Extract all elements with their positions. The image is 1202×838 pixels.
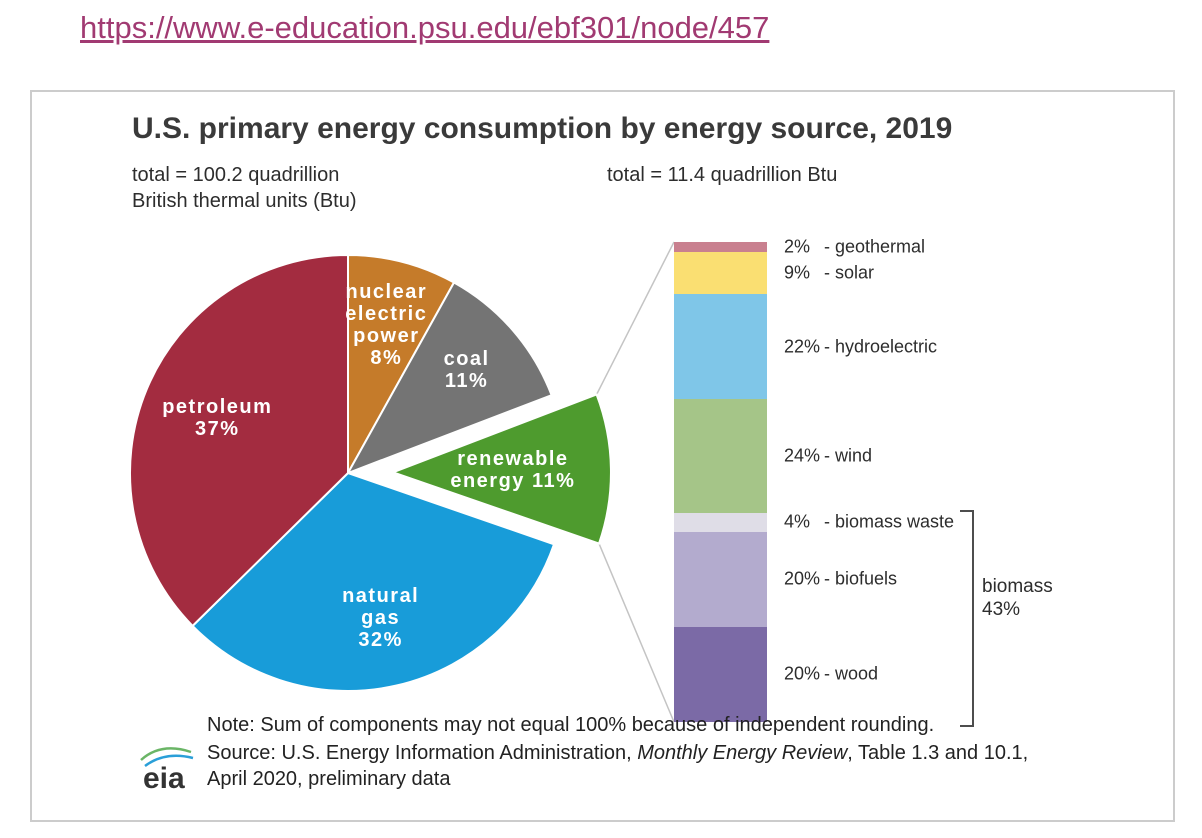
pie-slice-nuclear-electric-power	[347, 253, 456, 477]
source-line1: Source: U.S. Energy Information Administ…	[207, 740, 1028, 766]
pie-total-line2: British thermal units (Btu)	[132, 190, 357, 212]
connector-line-top	[595, 241, 675, 395]
page-url-link[interactable]: https://www.e-education.psu.edu/ebf301/n…	[80, 10, 770, 45]
eia-logo-swoosh-green	[140, 747, 192, 761]
source-line2: April 2020, preliminary data	[207, 768, 451, 790]
pie-slice-renewable-energy	[390, 393, 612, 545]
figure-container: U.S. primary energy consumption by energ…	[30, 90, 1175, 822]
source-suffix: , Table 1.3 and 10.1,	[847, 742, 1029, 764]
eia-logo-icon: eia	[140, 747, 194, 795]
pie-chart-canvas	[128, 241, 675, 723]
pie-slice-natural-gas	[191, 471, 556, 692]
figure-note: Note: Sum of components may not equal 10…	[207, 714, 935, 736]
source-prefix: Source: U.S. Energy Information Administ…	[207, 742, 638, 764]
connector-line-bottom	[598, 543, 675, 723]
source-publication: Monthly Energy Review	[637, 742, 848, 764]
pie-slice-coal	[345, 281, 553, 475]
figure-title: U.S. primary energy consumption by energ…	[132, 112, 953, 145]
eia-logo-text: eia	[143, 762, 185, 794]
bar-total-label: total = 11.4 quadrillion Btu	[607, 164, 838, 186]
pie-total-line1: total = 100.2 quadrillion	[132, 164, 340, 186]
eia-logo-swoosh-blue	[144, 754, 194, 768]
pie-slice-petroleum	[128, 253, 349, 628]
pie-total-label: total = 100.2 quadrillion British therma…	[132, 162, 357, 214]
figure-source: Source: U.S. Energy Information Administ…	[207, 740, 1028, 792]
eia-logo: eia	[135, 740, 201, 795]
